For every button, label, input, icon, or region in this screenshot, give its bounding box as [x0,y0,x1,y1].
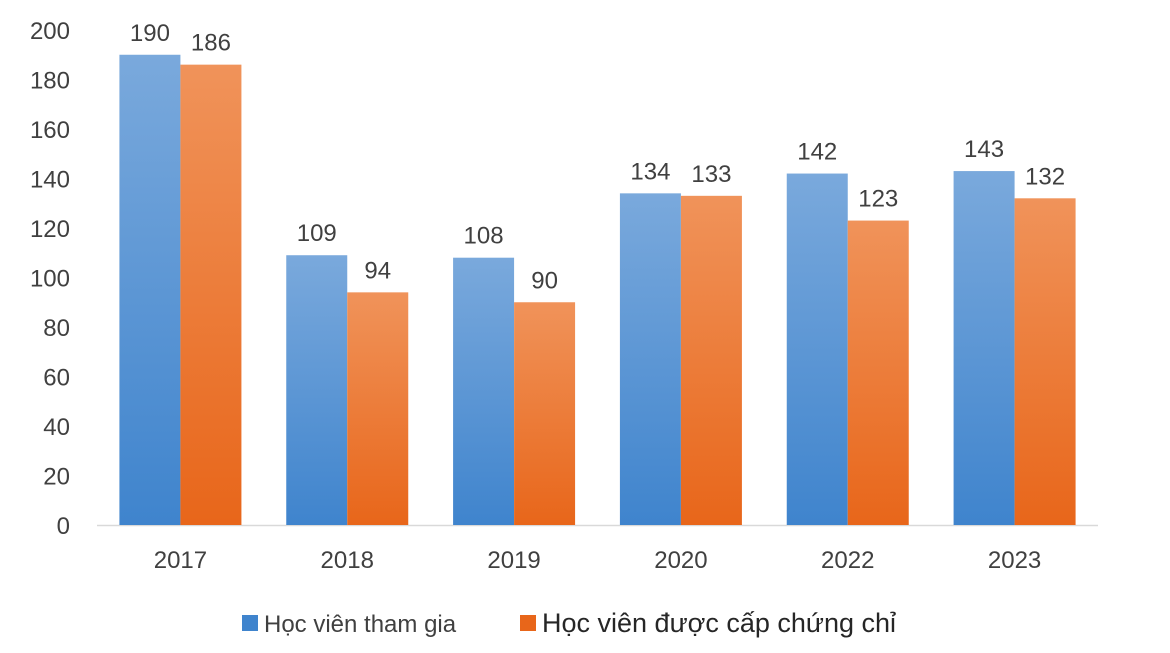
y-tick-label-100: 100 [30,266,70,293]
legend-label-hoc-vien-tham-gia: Học viên tham gia [264,611,457,638]
legend: Học viên tham gia Học viên được cấp chứn… [242,608,896,638]
data-label-cap-chung-chi-2022: 123 [858,186,898,213]
legend-swatch-hoc-vien-duoc-cap-chung-chi [520,615,536,631]
data-label-tham-gia-2017: 190 [130,20,170,47]
y-tick-label-60: 60 [43,365,70,392]
data-labels-group: 190 186 109 94 108 90 134 133 142 123 143 132 [130,20,1065,295]
bar-cap-chung-chi-2022 [847,220,909,525]
bar-tham-gia-2018 [286,255,348,525]
bar-tham-gia-2019 [453,257,515,525]
data-label-cap-chung-chi-2017: 186 [191,30,231,57]
bars-group [119,54,1076,526]
data-label-cap-chung-chi-2019: 90 [531,267,558,294]
data-label-tham-gia-2023: 143 [964,136,1004,163]
data-label-tham-gia-2020: 134 [630,158,670,185]
data-label-tham-gia-2018: 109 [297,220,337,247]
y-tick-label-180: 180 [30,68,70,95]
x-axis-tick-labels: 2017 2018 2019 2020 2022 2023 [154,547,1042,574]
x-tick-label-2022: 2022 [821,547,874,574]
x-tick-label-2023: 2023 [988,547,1041,574]
y-axis-tick-labels: 0 20 40 60 80 100 120 140 160 180 200 [30,18,70,540]
bar-cap-chung-chi-2023 [1014,198,1076,526]
y-tick-label-160: 160 [30,117,70,144]
y-tick-label-200: 200 [30,18,70,45]
y-tick-label-140: 140 [30,167,70,194]
legend-label-hoc-vien-duoc-cap-chung-chi: Học viên được cấp chứng chỉ [542,608,896,638]
bar-cap-chung-chi-2017 [180,64,242,526]
data-label-cap-chung-chi-2018: 94 [364,257,391,284]
y-tick-label-20: 20 [43,464,70,491]
bar-tham-gia-2022 [786,173,848,526]
x-tick-label-2017: 2017 [154,547,207,574]
data-label-tham-gia-2022: 142 [797,139,837,166]
data-label-tham-gia-2019: 108 [464,223,504,250]
legend-swatch-hoc-vien-tham-gia [242,615,258,631]
x-tick-label-2019: 2019 [487,547,540,574]
bar-tham-gia-2023 [953,171,1015,525]
data-label-cap-chung-chi-2020: 133 [691,161,731,188]
bar-cap-chung-chi-2019 [514,302,576,525]
x-tick-label-2018: 2018 [321,547,374,574]
y-tick-label-0: 0 [57,513,70,540]
x-tick-label-2020: 2020 [654,547,707,574]
y-tick-label-40: 40 [43,414,70,441]
y-tick-label-80: 80 [43,315,70,342]
bar-cap-chung-chi-2020 [680,195,742,525]
data-label-cap-chung-chi-2023: 132 [1025,163,1065,190]
bar-tham-gia-2020 [619,193,681,525]
y-tick-label-120: 120 [30,216,70,243]
bar-cap-chung-chi-2018 [347,292,409,525]
bar-tham-gia-2017 [119,54,181,525]
